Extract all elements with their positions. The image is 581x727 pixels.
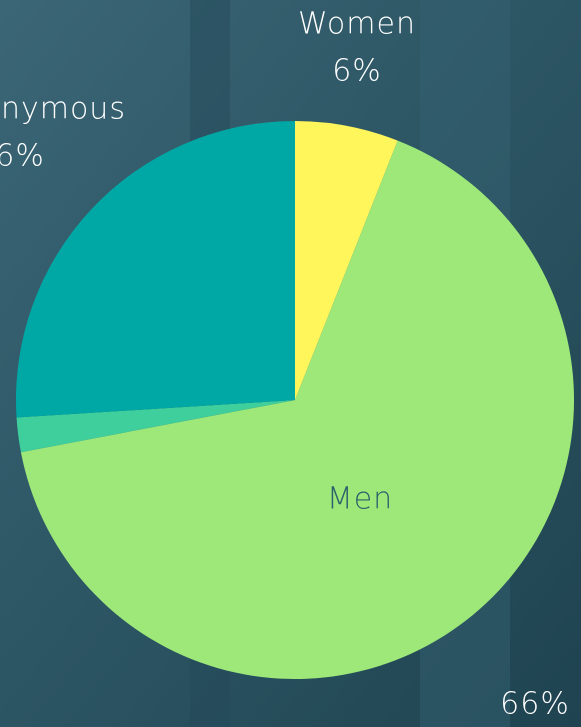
pie: [16, 121, 574, 679]
slice-label: Anonymous: [0, 92, 126, 127]
value-label: 66%: [500, 687, 570, 722]
slice-label: Men: [327, 482, 393, 517]
chart: Women 6% Men 66% Anonymous 26%: [0, 0, 581, 727]
slice-label: Women: [298, 7, 416, 42]
page: Women6%Men66%Anonymous26% (() => { const…: [0, 0, 581, 727]
value-label: 26%: [0, 139, 45, 174]
value-label: 6%: [332, 54, 382, 89]
